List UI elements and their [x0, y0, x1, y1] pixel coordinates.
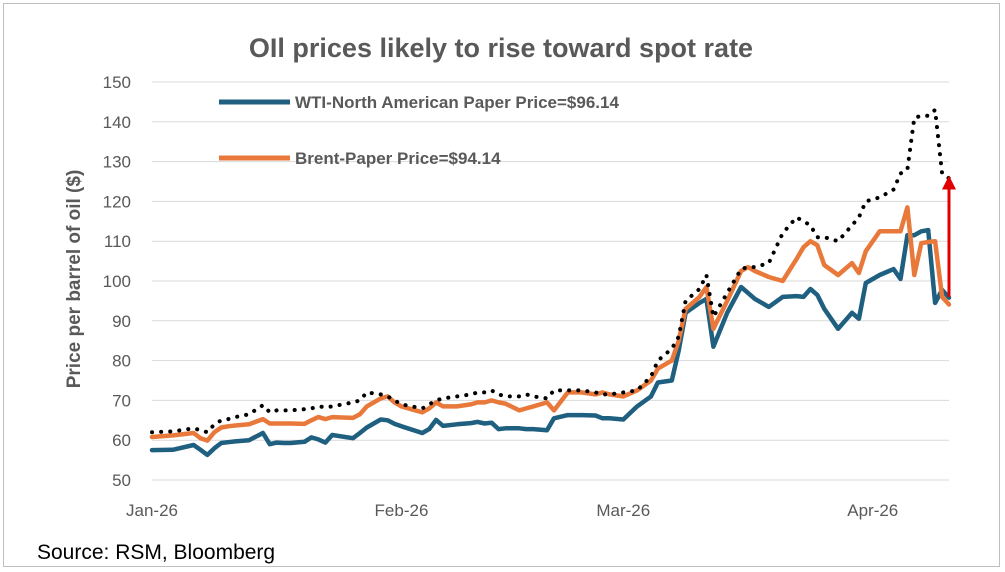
chart-frame: OIl prices likely to rise toward spot ra…: [3, 3, 1000, 567]
legend: WTI-North American Paper Price=$96.14 Br…: [219, 93, 619, 168]
x-tick-label: Feb-26: [375, 501, 429, 520]
legend-label-wti: WTI-North American Paper Price=$96.14: [295, 93, 619, 112]
series-lines: [149, 107, 952, 458]
line-chart: OIl prices likely to rise toward spot ra…: [64, 33, 956, 520]
series-line-spot: [150, 107, 951, 435]
y-tick-label: 100: [103, 272, 131, 291]
y-tick-label: 130: [103, 153, 131, 172]
legend-label-brent: Brent-Paper Price=$94.14: [295, 149, 501, 168]
y-tick-label: 60: [112, 431, 131, 450]
y-axis-label: Price per barrel of oil ($): [64, 170, 85, 389]
series-line-brent: [149, 205, 952, 443]
y-tick-label: 90: [112, 312, 131, 331]
x-tick-label: Jan-26: [126, 501, 178, 520]
y-tick-label: 110: [104, 232, 131, 251]
x-tick-label: Apr-26: [847, 501, 898, 520]
arrow-head: [942, 175, 956, 190]
series-line-wti_tail: [925, 227, 952, 306]
y-tick-label: 50: [112, 471, 131, 490]
annotation-arrow: [942, 175, 956, 297]
y-tick-label: 140: [103, 113, 131, 132]
x-tick-label: Mar-26: [596, 501, 650, 520]
chart-title: OIl prices likely to rise toward spot ra…: [249, 33, 753, 63]
gridlines: [152, 81, 949, 481]
x-axis-ticks: Jan-26 Feb-26 Mar-26 Apr-26: [126, 501, 898, 520]
y-tick-label: 70: [112, 391, 131, 410]
y-tick-label: 150: [103, 73, 131, 92]
y-axis-ticks: 50 60 70 80 90 100 110 120 130 140 150: [103, 73, 131, 490]
y-tick-label: 120: [103, 192, 131, 211]
series-line-wti: [149, 227, 931, 458]
y-tick-label: 80: [112, 352, 131, 371]
source-note: Source: RSM, Bloomberg: [37, 541, 276, 564]
